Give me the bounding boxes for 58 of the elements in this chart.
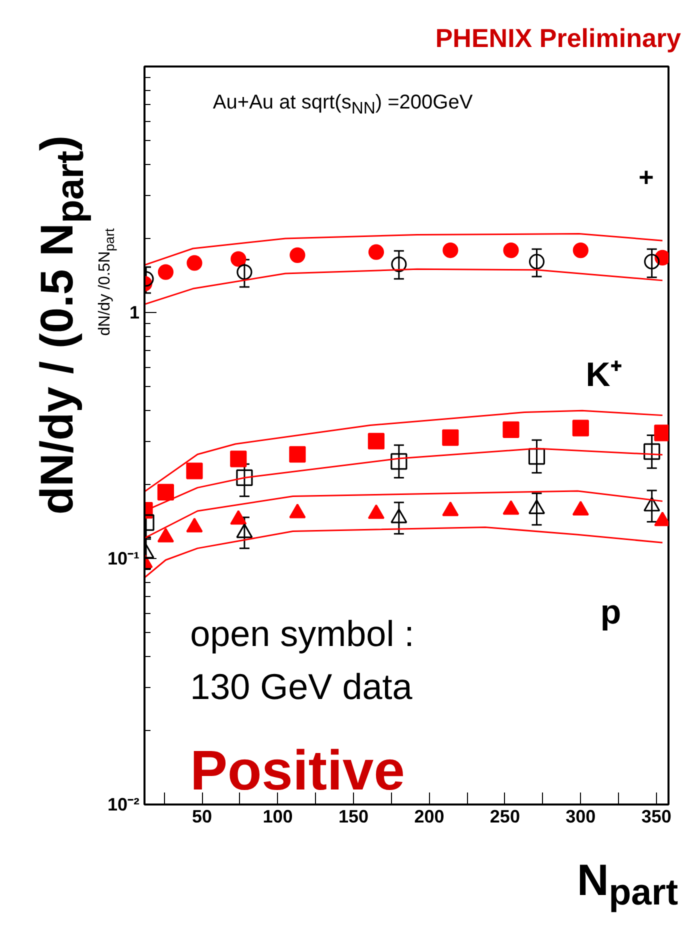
x-tick-label: 300 (566, 806, 596, 826)
point (368, 504, 385, 519)
point (289, 446, 306, 463)
point (502, 421, 520, 438)
point (230, 450, 247, 468)
point (442, 502, 459, 516)
title: PHENIX Preliminary (435, 25, 681, 51)
x-tick-label: 250 (490, 806, 520, 826)
point (158, 264, 174, 280)
point (236, 264, 252, 280)
point (186, 518, 203, 532)
y-tick-label: 1 (129, 302, 140, 322)
point (572, 500, 589, 516)
annotation: K⁺ (586, 356, 622, 394)
point (186, 462, 203, 480)
line-series (144, 268, 664, 306)
point (186, 255, 202, 271)
point (442, 429, 459, 446)
annotation: open symbol : (190, 612, 414, 654)
point (157, 528, 174, 542)
line-series (144, 490, 664, 539)
point (157, 484, 174, 500)
point (528, 254, 545, 270)
point (572, 242, 588, 258)
point (644, 443, 660, 460)
annotation: p (600, 594, 622, 632)
point (503, 242, 519, 258)
point (236, 469, 253, 486)
line-series (144, 526, 664, 578)
x-tick-label: 350 (641, 806, 672, 826)
point (290, 247, 306, 263)
point (391, 256, 407, 272)
point (502, 500, 520, 515)
xlabel: N$_{part}$ (577, 858, 678, 912)
point (390, 453, 408, 470)
x-tick-label: 150 (338, 806, 369, 826)
line-series (144, 232, 664, 266)
point (368, 244, 384, 260)
point (390, 508, 408, 524)
point (230, 251, 246, 267)
point (442, 242, 458, 258)
y-tick-label: 10⁻¹ (107, 548, 140, 568)
point (230, 510, 247, 525)
point (236, 524, 253, 538)
annotation: Au+Au at sqrt(s$_{NN}$) =200GeV (212, 92, 473, 118)
x-tick-label: 200 (414, 806, 444, 826)
point (644, 254, 660, 270)
y-tick-label: 10⁻² (107, 794, 140, 814)
x-tick-label: 100 (262, 806, 293, 826)
point (368, 432, 385, 450)
x-tick-label: 50 (192, 806, 212, 826)
annotation: + (638, 162, 654, 192)
point (572, 420, 589, 436)
point (644, 496, 660, 512)
annotation: 130 GeV data (190, 666, 414, 707)
annotation: Positive (190, 738, 405, 802)
point (289, 504, 306, 518)
point (528, 499, 546, 514)
